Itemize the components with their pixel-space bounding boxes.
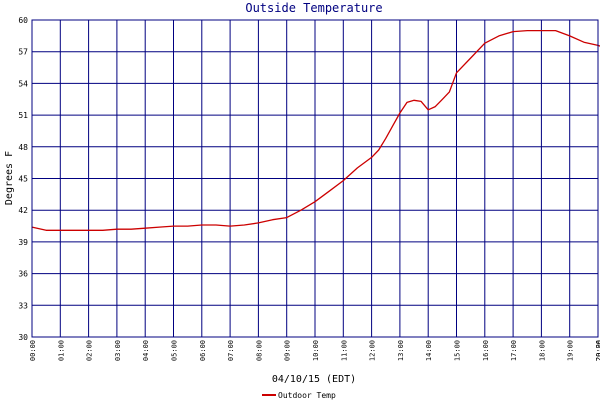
x-tick-label: 20:00: [595, 340, 600, 361]
y-tick-label: 51: [18, 111, 28, 120]
legend: Outdoor Temp: [262, 391, 336, 400]
x-tick-label: 11:00: [340, 340, 348, 361]
x-tick-label: 19:00: [567, 340, 575, 361]
y-tick-label: 45: [18, 175, 28, 184]
chart-title: Outside Temperature: [245, 1, 382, 15]
x-tick-label: 18:00: [538, 340, 546, 361]
y-tick-label: 48: [18, 143, 28, 152]
x-tick-label: 06:00: [199, 340, 207, 361]
x-axis-label: 04/10/15 (EDT): [272, 374, 356, 385]
series-line-outdoor-temp: [31, 29, 600, 231]
y-tick-label: 54: [18, 79, 28, 88]
legend-label-outdoor-temp: Outdoor Temp: [278, 391, 336, 400]
y-tick-label: 42: [18, 206, 28, 215]
y-axis-label: Degrees F: [4, 151, 15, 205]
grid: [31, 19, 599, 338]
x-tick-label: 13:00: [397, 340, 405, 361]
y-tick-label: 30: [18, 333, 28, 342]
x-tick-label: 10:00: [312, 340, 320, 361]
x-tick-label: 12:00: [369, 340, 377, 361]
x-tick-label: 07:00: [227, 340, 235, 361]
x-tick-label: 02:00: [86, 340, 94, 361]
x-tick-label: 15:00: [454, 340, 462, 361]
y-axis-ticks: 30 33 36 39 42 45 48 51 54 57 60: [18, 16, 28, 342]
y-tick-label: 36: [18, 270, 28, 279]
plot-frame: [31, 19, 599, 338]
y-tick-label: 57: [18, 48, 28, 57]
x-tick-label: 00:00: [29, 340, 37, 361]
x-tick-label: 04:00: [142, 340, 150, 361]
x-tick-label: 03:00: [114, 340, 122, 361]
y-tick-label: 39: [18, 238, 28, 247]
x-tick-label: 08:00: [255, 340, 263, 361]
x-tick-label: 17:00: [510, 340, 518, 361]
x-tick-label: 01:00: [57, 340, 65, 361]
x-tick-label: 05:00: [171, 340, 179, 361]
y-tick-label: 60: [18, 16, 28, 25]
x-axis-ticks: 00:00 01:00 02:00 03:00 04:00 05:00 06:00 07:00…: [29, 340, 600, 361]
y-tick-label: 33: [18, 301, 28, 310]
series-layer: [31, 29, 600, 231]
x-tick-label: 20:26: [595, 340, 600, 361]
x-tick-label: 09:00: [284, 340, 292, 361]
x-tick-label: 14:00: [425, 340, 433, 361]
x-tick-label: 16:00: [482, 340, 490, 361]
